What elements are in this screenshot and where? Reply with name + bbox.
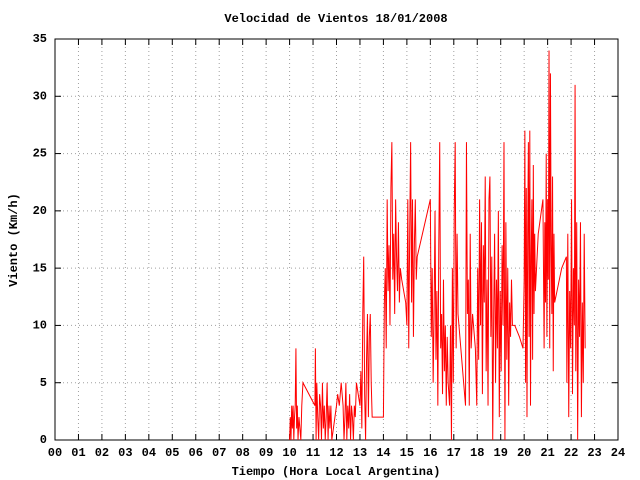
- x-tick-label: 14: [376, 446, 390, 460]
- x-tick-label: 00: [48, 446, 62, 460]
- x-axis-label: Tiempo (Hora Local Argentina): [232, 465, 441, 479]
- wind-line: [289, 50, 586, 441]
- x-tick-label: 23: [587, 446, 601, 460]
- x-tick-label: 12: [329, 446, 343, 460]
- y-tick-label: 25: [33, 147, 47, 161]
- chart-title: Velocidad de Vientos 18/01/2008: [224, 12, 447, 26]
- x-tick-label: 10: [282, 446, 296, 460]
- x-tick-label: 19: [494, 446, 508, 460]
- x-tick-label: 21: [540, 446, 554, 460]
- y-tick-label: 15: [33, 261, 47, 275]
- x-tick-label: 04: [142, 446, 156, 460]
- x-tick-label: 15: [400, 446, 414, 460]
- y-tick-label: 35: [33, 32, 47, 46]
- plot-frame: [54, 38, 619, 441]
- y-tick-label: 5: [40, 376, 47, 390]
- x-tick-label: 11: [306, 446, 320, 460]
- x-tick-label: 06: [189, 446, 203, 460]
- x-tick-label: 13: [353, 446, 367, 460]
- y-tick-label: 30: [33, 89, 47, 103]
- x-tick-label: 20: [517, 446, 531, 460]
- x-tick-label: 16: [423, 446, 437, 460]
- x-tick-label: 22: [564, 446, 578, 460]
- x-tick-label: 03: [118, 446, 132, 460]
- x-tick-label: 09: [259, 446, 273, 460]
- y-tick-label: 0: [40, 433, 47, 447]
- x-tick-label: 05: [165, 446, 179, 460]
- y-tick-label: 20: [33, 204, 47, 218]
- x-tick-label: 24: [611, 446, 625, 460]
- x-tick-label: 07: [212, 446, 226, 460]
- x-tick-label: 08: [235, 446, 249, 460]
- x-tick-label: 17: [447, 446, 461, 460]
- y-tick-label: 10: [33, 319, 47, 333]
- y-axis-label: Viento (Km/h): [7, 193, 21, 287]
- x-tick-label: 18: [470, 446, 484, 460]
- x-tick-label: 01: [71, 446, 85, 460]
- x-tick-label: 02: [95, 446, 109, 460]
